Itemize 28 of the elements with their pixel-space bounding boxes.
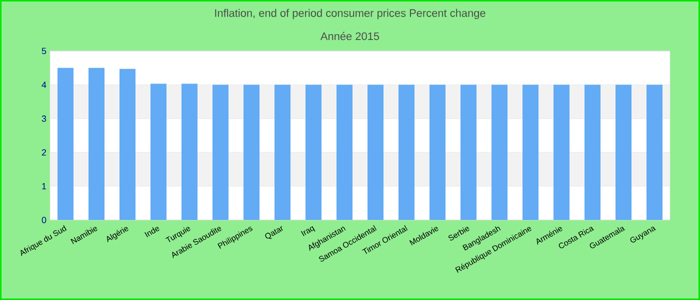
bar [244,84,260,220]
bar [150,84,167,220]
bar [58,68,74,220]
y-tick-label: 3 [42,115,46,122]
y-tick-label: 2 [42,149,46,156]
y-tick-label: 1 [42,183,46,190]
bar [212,84,229,220]
chart-title: Inflation, end of period consumer prices Percent change [215,8,486,20]
bar [182,84,198,220]
bar [584,84,601,220]
bar [616,84,632,220]
bar [398,84,415,220]
y-tick-label: 0 [42,216,46,224]
bar [368,84,384,220]
y-tick-label: 5 [42,48,46,54]
bar [336,84,353,220]
bar [88,68,105,220]
bar [430,84,446,220]
bar [554,84,570,220]
bar [646,84,663,220]
bar [522,84,539,220]
chart-subtitle: Année 2015 [320,32,380,40]
y-tick-label: 4 [42,82,46,88]
bar [120,68,136,220]
bar [274,84,291,220]
bar [460,84,477,220]
bar [306,84,322,220]
bar [492,84,508,220]
